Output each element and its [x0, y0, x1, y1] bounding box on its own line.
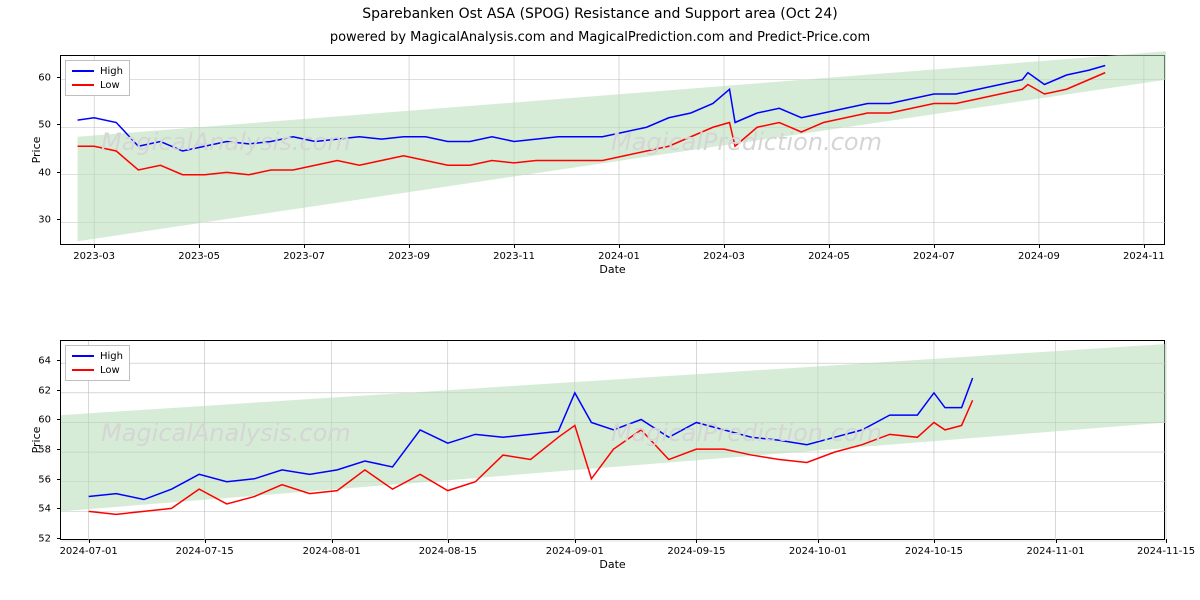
chart-bottom: MagicalAnalysis.com MagicalPrediction.co… — [60, 340, 1165, 540]
chart-title: Sparebanken Ost ASA (SPOG) Resistance an… — [0, 6, 1200, 22]
y-tick-label: 30 — [38, 215, 51, 226]
x-tick-label: 2024-09-15 — [667, 546, 725, 557]
x-tick-label: 2024-11-15 — [1137, 546, 1195, 557]
x-tick-label: 2023-03 — [73, 251, 115, 262]
x-tick-label: 2024-09-01 — [546, 546, 604, 557]
chart-top-plot — [61, 56, 1166, 246]
chart-top: MagicalAnalysis.com MagicalPrediction.co… — [60, 55, 1165, 245]
legend: High Low — [65, 60, 130, 96]
legend-label: High — [100, 351, 123, 362]
legend-line-icon — [72, 355, 94, 357]
x-tick-label: 2024-03 — [703, 251, 745, 262]
x-tick-label: 2024-07-01 — [60, 546, 118, 557]
x-tick-label: 2024-11 — [1123, 251, 1165, 262]
x-tick-label: 2024-09 — [1018, 251, 1060, 262]
legend-item-high: High — [72, 64, 123, 78]
chart-subtitle: powered by MagicalAnalysis.com and Magic… — [0, 30, 1200, 45]
y-tick-label: 58 — [38, 445, 51, 456]
legend-item-high: High — [72, 349, 123, 363]
x-tick-label: 2023-07 — [283, 251, 325, 262]
legend-line-icon — [72, 369, 94, 371]
chart-bottom-plot — [61, 341, 1166, 541]
y-tick-label: 60 — [38, 72, 51, 83]
legend-line-icon — [72, 70, 94, 72]
legend-label: High — [100, 66, 123, 77]
x-tick-label: 2024-07 — [913, 251, 955, 262]
y-tick-label: 54 — [38, 504, 51, 515]
legend-line-icon — [72, 84, 94, 86]
x-axis-label: Date — [599, 263, 625, 276]
x-tick-label: 2024-05 — [808, 251, 850, 262]
x-tick-label: 2023-11 — [493, 251, 535, 262]
x-tick-label: 2023-05 — [178, 251, 220, 262]
x-tick-label: 2023-09 — [388, 251, 430, 262]
x-tick-label: 2024-01 — [598, 251, 640, 262]
x-tick-label: 2024-10-15 — [905, 546, 963, 557]
x-axis-label: Date — [599, 558, 625, 571]
legend-item-low: Low — [72, 78, 123, 92]
y-tick-label: 64 — [38, 356, 51, 367]
x-tick-label: 2024-07-15 — [176, 546, 234, 557]
figure: Sparebanken Ost ASA (SPOG) Resistance an… — [0, 0, 1200, 600]
y-tick-label: 52 — [38, 534, 51, 545]
x-tick-label: 2024-10-01 — [789, 546, 847, 557]
y-axis-label: Price — [30, 137, 43, 164]
x-tick-label: 2024-11-01 — [1026, 546, 1084, 557]
y-tick-label: 62 — [38, 385, 51, 396]
legend-label: Low — [100, 365, 120, 376]
x-tick-label: 2024-08-15 — [419, 546, 477, 557]
legend-label: Low — [100, 80, 120, 91]
legend: High Low — [65, 345, 130, 381]
legend-item-low: Low — [72, 363, 123, 377]
x-tick-label: 2024-08-01 — [303, 546, 361, 557]
y-tick-label: 56 — [38, 474, 51, 485]
y-tick-label: 40 — [38, 167, 51, 178]
y-tick-label: 50 — [38, 120, 51, 131]
y-tick-label: 60 — [38, 415, 51, 426]
